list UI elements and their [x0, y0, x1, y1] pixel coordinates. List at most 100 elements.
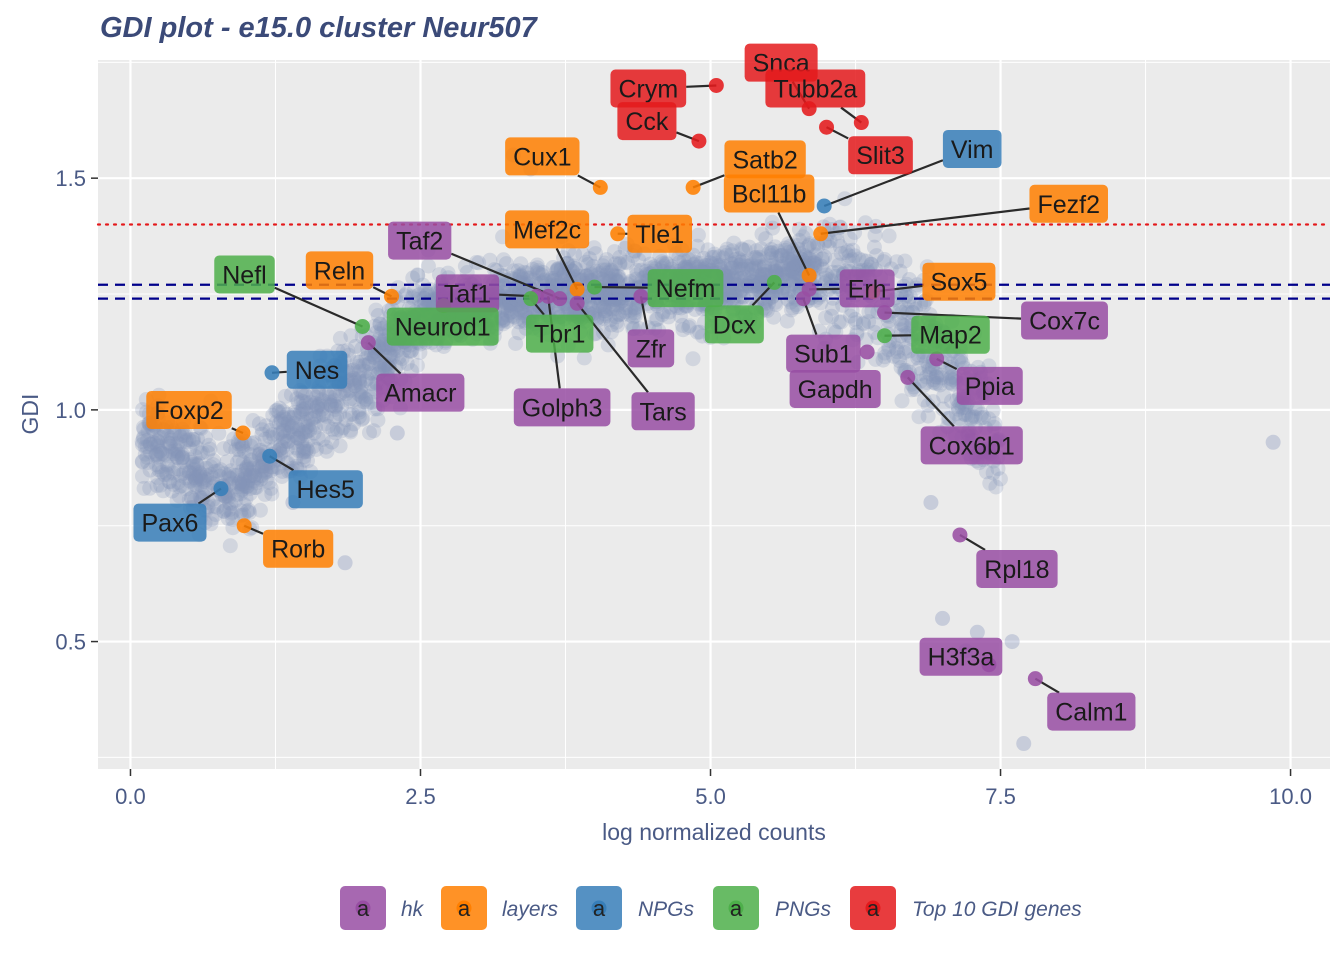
- background-point: [152, 443, 168, 459]
- background-point: [898, 288, 914, 304]
- background-point: [189, 478, 205, 494]
- background-point: [332, 438, 348, 454]
- background-point: [869, 248, 885, 264]
- background-point: [568, 260, 584, 276]
- background-point: [985, 403, 1001, 419]
- background-point: [867, 227, 883, 243]
- gene-label-text: Bcl11b: [732, 180, 807, 208]
- background-point: [221, 495, 237, 511]
- background-point: [726, 270, 742, 286]
- gene-point: [1027, 671, 1043, 687]
- background-point: [357, 363, 373, 379]
- background-point: [743, 261, 759, 277]
- background-point: [897, 253, 913, 269]
- background-point: [603, 317, 619, 333]
- background-point: [287, 404, 302, 420]
- background-point: [1004, 634, 1020, 650]
- background-point: [288, 450, 304, 466]
- background-point: [170, 435, 186, 451]
- background-point: [889, 254, 905, 270]
- background-point: [195, 473, 211, 489]
- background-point: [262, 429, 278, 445]
- background-point: [602, 312, 618, 328]
- background-point: [746, 260, 762, 276]
- background-point: [361, 389, 377, 405]
- background-point: [295, 445, 311, 461]
- background-point: [964, 409, 980, 425]
- gene-point: [354, 318, 370, 334]
- background-point: [186, 476, 202, 492]
- background-point: [328, 425, 344, 441]
- gene-label-box: Bcl11b: [723, 174, 815, 213]
- background-point: [591, 312, 607, 328]
- legend-item: a hk: [340, 886, 425, 930]
- background-point: [208, 507, 223, 522]
- background-point: [690, 227, 706, 243]
- background-point: [822, 216, 838, 232]
- background-point: [265, 426, 281, 442]
- background-point: [149, 447, 165, 463]
- gene-label-text: Taf2: [396, 228, 443, 256]
- gene-point: [900, 369, 916, 385]
- background-point: [153, 430, 169, 446]
- background-point: [829, 225, 845, 241]
- background-point: [720, 269, 736, 285]
- legend-item: a Top 10 GDI genes: [850, 886, 1082, 930]
- background-point: [299, 424, 315, 440]
- background-point: [831, 314, 847, 330]
- gene-label-text: H3f3a: [928, 644, 995, 672]
- background-point: [495, 316, 511, 332]
- background-point: [354, 379, 369, 395]
- background-point: [529, 257, 545, 273]
- background-point: [902, 289, 918, 305]
- background-point: [146, 435, 162, 451]
- background-point: [158, 465, 174, 481]
- gene-label-box: Tbr1: [526, 314, 594, 353]
- background-point: [953, 352, 968, 368]
- background-point: [251, 416, 267, 432]
- background-point: [783, 263, 799, 278]
- background-point: [661, 304, 677, 320]
- gene-label-text: Cux1: [513, 143, 571, 171]
- background-point: [296, 385, 311, 401]
- background-point: [150, 469, 166, 485]
- gene-label-box: H3f3a: [919, 637, 1003, 676]
- background-point: [929, 369, 944, 385]
- background-point: [855, 252, 871, 268]
- background-point: [139, 449, 155, 465]
- background-point: [134, 434, 150, 450]
- gene-label-box: Map2: [911, 315, 990, 354]
- gene-label-text: Reln: [314, 257, 365, 285]
- background-point: [740, 276, 756, 291]
- gene-label-box: Taf2: [388, 221, 452, 260]
- gene-label-box: Amacr: [376, 373, 465, 412]
- gene-label-box: Cux1: [505, 137, 580, 176]
- background-point: [833, 246, 849, 261]
- background-point: [747, 272, 763, 288]
- background-point: [191, 467, 207, 483]
- background-point: [631, 252, 647, 268]
- background-point: [185, 431, 201, 447]
- background-point: [275, 403, 291, 419]
- chart-title: GDI plot - e15.0 cluster Neur507: [100, 12, 539, 44]
- background-point: [845, 252, 861, 268]
- background-point: [786, 242, 801, 258]
- background-point: [829, 233, 845, 249]
- gene-label-box: Ppia: [956, 366, 1023, 405]
- background-point: [686, 257, 702, 272]
- gene-label-box: Hes5: [288, 470, 363, 509]
- background-point: [913, 366, 929, 382]
- background-point: [173, 467, 188, 483]
- background-point: [754, 226, 770, 242]
- x-tick-label: 0.0: [115, 784, 146, 809]
- background-point: [353, 385, 369, 401]
- background-point: [597, 306, 613, 322]
- gene-label-text: Crym: [618, 75, 678, 103]
- gene-label-box: Cox7c: [1021, 301, 1108, 340]
- background-point: [950, 353, 966, 369]
- background-point: [611, 292, 627, 307]
- gene-label-box: Nefl: [214, 255, 275, 294]
- background-point: [808, 247, 824, 263]
- background-point: [1265, 434, 1281, 450]
- background-point: [654, 307, 670, 323]
